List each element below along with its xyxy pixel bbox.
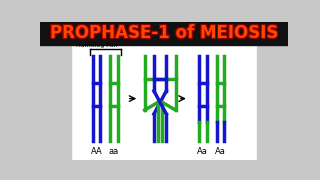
Text: Aa: Aa: [197, 147, 208, 156]
Text: PROPHASE-1 of MEIOSIS: PROPHASE-1 of MEIOSIS: [51, 23, 279, 41]
Text: PROPHASE-1 of MEIOSIS: PROPHASE-1 of MEIOSIS: [49, 25, 277, 43]
Text: AA: AA: [91, 147, 102, 156]
Text: PROPHASE-1 of MEIOSIS: PROPHASE-1 of MEIOSIS: [49, 23, 277, 41]
Text: PROPHASE-1 of MEIOSIS: PROPHASE-1 of MEIOSIS: [49, 24, 277, 42]
Text: aa: aa: [108, 147, 119, 156]
Text: PROPHASE-1 of MEIOSIS: PROPHASE-1 of MEIOSIS: [51, 25, 279, 43]
Text: Homolog Pair: Homolog Pair: [76, 43, 118, 48]
Bar: [257, 45, 288, 159]
Text: PROPHASE-1 of MEIOSIS: PROPHASE-1 of MEIOSIS: [50, 23, 278, 41]
Text: PROPHASE-1 of MEIOSIS: PROPHASE-1 of MEIOSIS: [50, 24, 278, 42]
Bar: [40, 45, 71, 159]
Text: Aa: Aa: [215, 147, 226, 156]
Text: PROPHASE-1 of MEIOSIS: PROPHASE-1 of MEIOSIS: [50, 25, 278, 43]
Bar: [71, 45, 257, 159]
Bar: [40, 22, 288, 45]
Text: PROPHASE-1 of MEIOSIS: PROPHASE-1 of MEIOSIS: [51, 24, 279, 42]
